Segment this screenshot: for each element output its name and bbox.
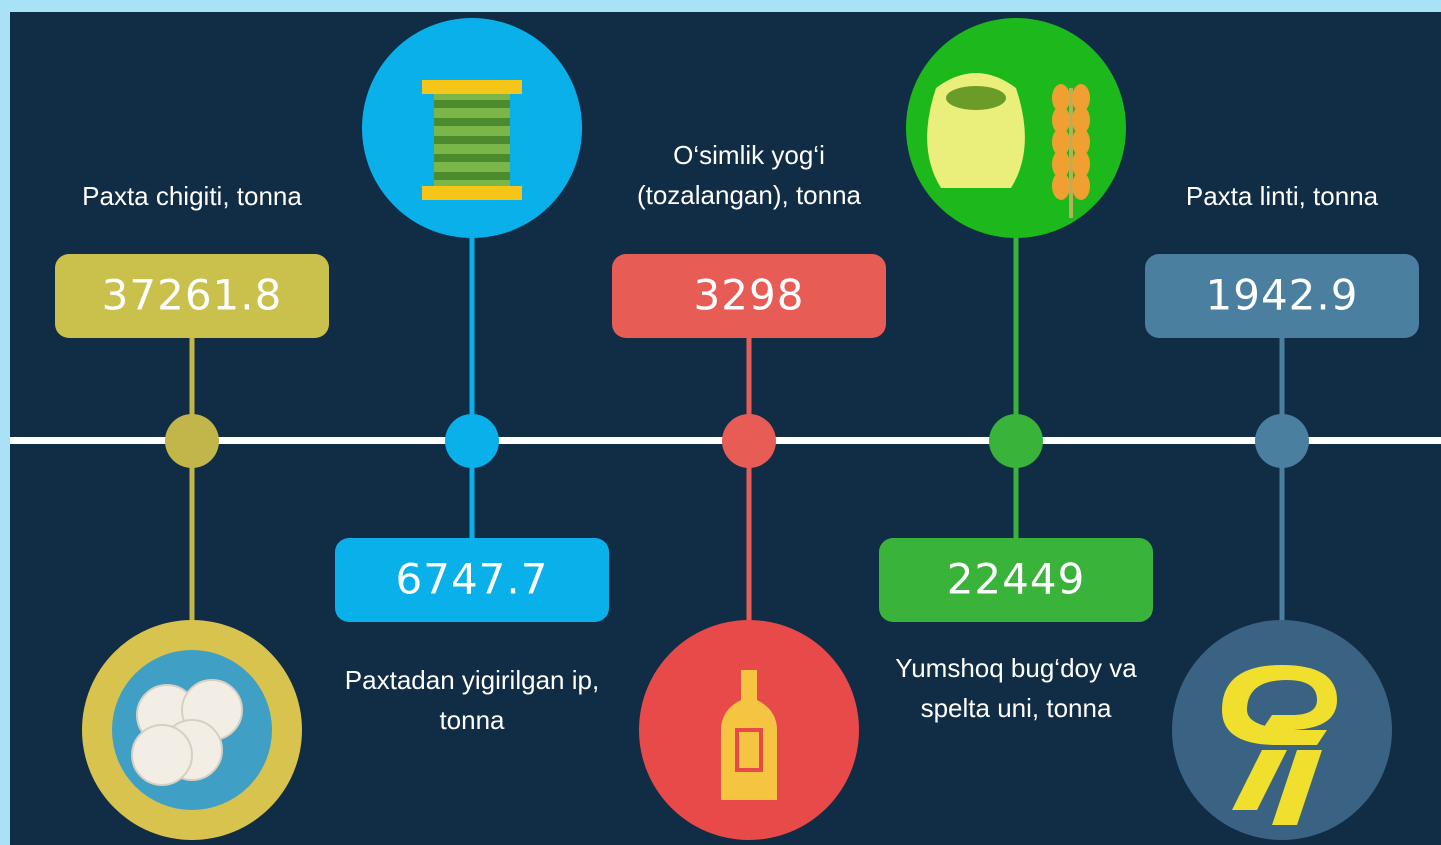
timeline-dot <box>165 414 219 468</box>
icon <box>82 620 302 840</box>
icon-part <box>1072 172 1090 200</box>
icon <box>362 18 582 238</box>
icon <box>906 18 1126 238</box>
infographic: 37261.8 Paxta chigiti, tonna 6747.7 Paxtada… <box>0 0 1441 845</box>
label: Paxta linti, tonna <box>1186 181 1379 211</box>
icon-part <box>434 136 510 144</box>
label: spelta uni, tonna <box>921 693 1112 723</box>
icon-part <box>434 118 510 126</box>
page: 37261.8 Paxta chigiti, tonna 6747.7 Paxtada… <box>0 0 1441 845</box>
label: Paxtadan yigirilgan ip, <box>345 665 599 695</box>
label: (tozalangan), tonna <box>637 180 862 210</box>
icon <box>639 620 859 840</box>
icon-part <box>434 154 510 162</box>
value: 1942.9 <box>1206 271 1359 320</box>
icon-part <box>434 172 510 180</box>
timeline-dot <box>722 414 776 468</box>
icon-part <box>422 186 522 200</box>
icon-part <box>422 80 522 94</box>
icon-part <box>1052 172 1070 200</box>
icon-part <box>434 100 510 108</box>
value: 3298 <box>694 271 805 320</box>
value: 6747.7 <box>396 555 549 604</box>
icon-boll <box>132 725 192 785</box>
label: Yumshoq bug‘doy va <box>895 653 1137 683</box>
value: 37261.8 <box>102 271 283 320</box>
label: tonna <box>439 705 505 735</box>
icon <box>1172 620 1392 840</box>
icon-part <box>946 86 1006 110</box>
timeline-dot <box>989 414 1043 468</box>
timeline-dot <box>445 414 499 468</box>
timeline-dot <box>1255 414 1309 468</box>
label: Paxta chigiti, tonna <box>82 181 302 211</box>
label: O‘simlik yog‘i <box>673 140 825 170</box>
value: 22449 <box>947 555 1086 604</box>
